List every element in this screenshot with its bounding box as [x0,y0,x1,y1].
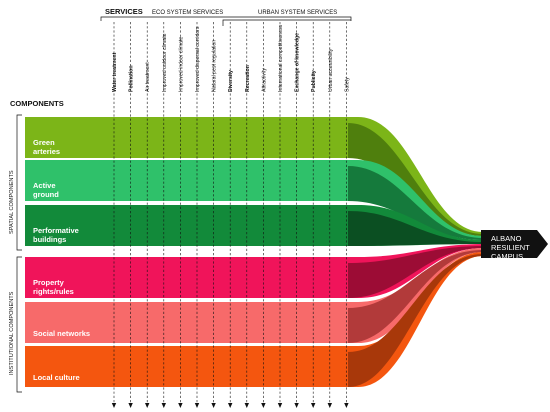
component-label-2: Performative [33,226,79,235]
arrow-down-icon [211,403,216,408]
service-column-0: Water treatment [111,22,118,408]
service-column-12: Publicity [311,22,317,408]
spatial-side-label: SPATIAL COMPONENTS [9,170,15,234]
component-flow-3 [25,244,483,298]
side-brackets [16,114,22,393]
component-flow-shadow [348,211,483,246]
target-arrow [481,230,548,258]
arrow-down-icon [311,403,316,408]
component-flow-0 [25,117,483,236]
component-label-1: Active [33,181,56,190]
component-label-3: rights/rules [33,287,74,296]
component-label-0: arteries [33,147,60,156]
service-label: International competitiveness [278,24,284,92]
urban-bracket [222,19,351,26]
components-title: COMPONENTS [10,99,64,108]
arrow-down-icon [277,403,283,408]
service-column-2: Air treatment [145,22,151,408]
arrow-down-icon [161,403,166,408]
service-label: Improved indoor climate [178,37,184,92]
component-flow-shadow [348,166,483,240]
service-label: Urban accessibility [328,48,334,92]
institutional-bracket [16,256,22,393]
service-label: Pollination [129,65,135,92]
target-line-2: RESILIENT [491,243,530,252]
component-label-0: Green [33,138,55,147]
service-column-6: Natural pest regulation [211,22,218,408]
arrow-down-icon [261,403,266,408]
arrow-down-icon [294,403,299,408]
target-line-1: ALBANO [491,234,522,243]
service-column-13: Urban accessibility [327,22,334,408]
urban-group-label: URBAN SYSTEM SERVICES [258,10,337,16]
service-column-5: Improved dispersal corridors [194,22,201,408]
service-label: Diversity [228,70,234,92]
institutional-side-label: INSTITUTIONAL COMPONENTS [9,291,15,375]
spatial-bracket [16,114,22,251]
services-title: SERVICES [105,7,143,16]
component-flows [25,117,483,387]
component-label-5: Local culture [33,373,80,382]
component-flow-1 [25,160,483,240]
service-column-14: Safety [344,22,350,408]
component-label-4: Social networks [33,329,90,338]
arrow-down-icon [178,403,183,408]
service-label: Recreation [245,65,251,92]
services-bracket [100,16,352,26]
eco-group-label: ECO SYSTEM SERVICES [152,10,223,16]
arrow-down-icon [344,403,349,408]
service-column-7: Diversity [228,22,234,408]
service-columns: Water treatment Pollination Air treatment I… [111,22,350,408]
arrow-down-icon [111,403,117,408]
service-label: Exchange of knowledge [295,33,301,92]
component-label-3: Property [33,278,65,287]
component-flow-shadow [348,246,483,298]
service-column-1: Pollination [128,22,135,408]
service-label: Improved outdoor climate [162,33,168,92]
component-label-1: ground [33,190,59,199]
service-label: Improved dispersal corridors [195,26,201,92]
service-label: Attractivity [261,68,267,92]
arrow-down-icon [128,403,133,408]
component-flow-shadow [348,250,483,343]
target-line-3: CAMPUS [491,252,523,261]
service-column-3: Improved outdoor climate [161,22,168,408]
arrow-down-icon [327,403,332,408]
component-flow-2 [25,205,483,246]
service-column-10: International competitiveness [277,22,284,408]
component-label-2: buildings [33,235,66,244]
arrow-down-icon [244,403,249,408]
component-flow-shadow [348,123,483,236]
arrow-down-icon [145,403,150,408]
service-label: Safety [344,77,350,92]
eco-bracket [100,16,352,21]
component-flow-5 [25,252,483,387]
service-column-9: Attractivity [261,22,267,408]
component-flow-4 [25,248,483,343]
service-label: Air treatment [145,62,151,92]
arrow-down-icon [228,403,233,408]
service-column-8: Recreation [244,22,251,408]
service-label: Water treatment [112,52,118,92]
service-label: Natural pest regulation [212,40,218,92]
service-column-11: Exchange of knowledge [294,22,301,408]
service-label: Publicity [311,70,317,92]
arrow-down-icon [194,403,200,408]
service-column-4: Improved indoor climate [178,22,184,408]
component-flow-shadow [348,254,483,387]
